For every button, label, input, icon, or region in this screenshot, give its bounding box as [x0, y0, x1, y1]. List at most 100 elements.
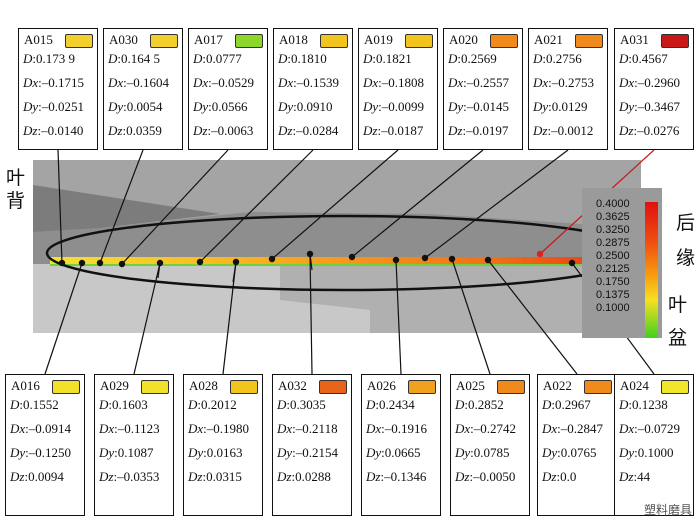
value-row-d: D:0.2852 [455, 397, 504, 412]
component-value: 0.1238 [632, 397, 668, 412]
component-label: Dz [619, 123, 634, 138]
point-id: A020 [449, 32, 478, 47]
callout-box-a024: A024 D:0.1238 Dx:–0.0729 Dy:0.1000 Dz:44 [614, 374, 694, 516]
component-label: Dz [366, 469, 381, 484]
component-value: 0.0765 [560, 445, 597, 460]
component-value: –0.0050 [473, 469, 516, 484]
component-label: Dx [193, 75, 209, 90]
component-value: –0.1715 [41, 75, 85, 90]
component-value: 44 [637, 469, 651, 484]
component-label: Dy [278, 99, 294, 114]
leader-line-top [424, 149, 569, 259]
component-label: Dy [188, 445, 204, 460]
component-label: Dy [23, 99, 39, 114]
component-label: Dz [619, 469, 634, 484]
value-row-dz: Dz:–0.0187 [363, 123, 424, 138]
component-label: Dx [277, 421, 293, 436]
measurement-point [448, 255, 456, 263]
component-value: 0.164 5 [121, 51, 161, 66]
point-id: A031 [620, 32, 649, 47]
leader-line-bottom [133, 262, 161, 375]
component-label: Dx [619, 421, 635, 436]
measurement-point [348, 253, 356, 261]
component-label: Dy [533, 99, 549, 114]
value-row-dx: Dx:–0.2557 [448, 75, 510, 90]
component-value: 0.2012 [201, 397, 237, 412]
measurement-point [392, 256, 400, 264]
component-value: –0.2118 [295, 421, 338, 436]
component-label: Dx [533, 75, 549, 90]
component-label: Dz [448, 123, 463, 138]
leader-line-top [121, 149, 229, 265]
value-row-dx: Dx:–0.1715 [23, 75, 85, 90]
displacement-color-swatch [65, 34, 93, 48]
value-row-dy: Dy:0.0785 [455, 445, 510, 460]
component-value: 0.2434 [379, 397, 415, 412]
value-row-dy: Dy:0.0566 [193, 99, 248, 114]
leader-line-top [271, 149, 399, 260]
component-label: Dx [542, 421, 558, 436]
value-row-d: D:0.2569 [448, 51, 497, 66]
callout-box-a021: A021 D:0.2756 Dx:–0.2753 Dy:0.0129 Dz:–0.001… [528, 28, 608, 150]
watermark: 塑料磨具 [643, 503, 692, 517]
component-label: Dx [10, 421, 26, 436]
component-label: Dz [193, 123, 208, 138]
leader-line-top [99, 149, 144, 264]
label-pressure-side-1: 叶 [668, 294, 688, 316]
value-row-dy: Dy:–0.0099 [363, 99, 425, 114]
value-row-dy: Dy:0.0665 [366, 445, 421, 460]
component-value: –0.0145 [466, 99, 510, 114]
measurement-point [568, 259, 576, 267]
component-label: Dz [533, 123, 548, 138]
component-value: –0.1346 [384, 469, 427, 484]
value-row-d: D:0.173 9 [23, 51, 76, 66]
component-label: Dx [366, 421, 382, 436]
component-label: Dy [619, 99, 635, 114]
point-stub [232, 261, 237, 283]
label-suction-side-2: 背 [6, 190, 26, 212]
value-row-dx: Dx:–0.2960 [619, 75, 681, 90]
colorbar-tick-label: 0.4000 [596, 198, 630, 210]
point-id: A024 [620, 378, 649, 393]
displacement-color-swatch [230, 380, 258, 394]
component-label: D [278, 51, 288, 66]
component-value: –0.0284 [296, 123, 339, 138]
component-value: –0.0063 [211, 123, 254, 138]
measurement-point [421, 254, 429, 262]
measurement-point [58, 259, 66, 267]
value-row-dz: Dz:–0.0012 [533, 123, 594, 138]
value-row-dx: Dx:–0.1980 [188, 421, 250, 436]
component-label: D [448, 51, 458, 66]
component-value: 0.4567 [632, 51, 668, 66]
component-value: 0.0094 [28, 469, 64, 484]
displacement-band [50, 257, 640, 265]
colorbar-tick-label: 0.3625 [596, 211, 630, 223]
component-label: Dx [188, 421, 204, 436]
component-value: 0.1000 [637, 445, 674, 460]
value-row-d: D:0.1810 [278, 51, 327, 66]
value-row-d: D:0.4567 [619, 51, 668, 66]
component-value: –0.2154 [295, 445, 339, 460]
measurement-point [78, 259, 86, 267]
component-label: D [193, 51, 203, 66]
pressure-surface-mid [280, 264, 641, 333]
component-value: 0.3035 [290, 397, 326, 412]
value-row-dy: Dy:–0.0145 [448, 99, 510, 114]
component-value: 0.2852 [468, 397, 504, 412]
displacement-color-swatch [320, 34, 348, 48]
component-label: D [619, 51, 629, 66]
component-label: Dz [542, 469, 557, 484]
leader-line-top [57, 149, 63, 264]
component-label: Dy [455, 445, 471, 460]
component-value: –0.0529 [211, 75, 255, 90]
point-id: A017 [194, 32, 223, 47]
value-row-d: D:0.2967 [542, 397, 591, 412]
value-row-dx: Dx:–0.2753 [533, 75, 595, 90]
value-row-dy: Dy:0.1087 [99, 445, 154, 460]
measurement-point [268, 255, 276, 263]
displacement-color-swatch [405, 34, 433, 48]
colorbar-tick-label: 0.2500 [596, 250, 630, 262]
leader-line-top [351, 149, 484, 258]
value-row-dx: Dx:–0.2847 [542, 421, 604, 436]
